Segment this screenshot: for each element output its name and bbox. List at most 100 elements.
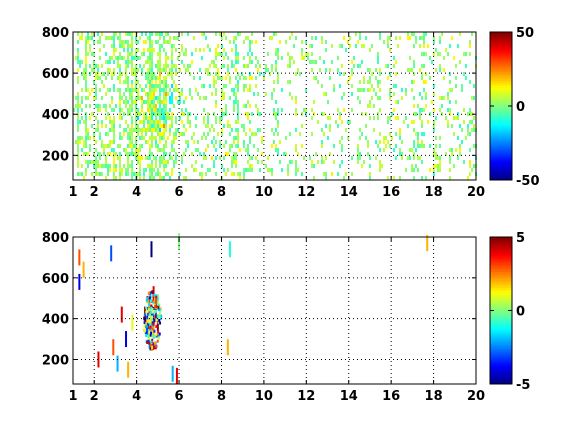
heatmap-cell bbox=[149, 168, 151, 172]
heatmap-cell bbox=[119, 164, 121, 168]
axes-frame bbox=[72, 31, 477, 181]
heatmap-cell bbox=[231, 60, 233, 64]
heatmap-cell bbox=[131, 92, 133, 96]
heatmap-cell bbox=[189, 72, 191, 76]
heatmap-cell bbox=[351, 68, 353, 72]
heatmap-cell bbox=[171, 116, 173, 120]
heatmap-cell bbox=[369, 68, 371, 72]
heatmap-cell bbox=[319, 68, 321, 72]
heatmap-cell bbox=[359, 100, 361, 104]
colorbar-segment bbox=[490, 156, 512, 160]
heatmap-cells bbox=[78, 233, 429, 384]
colorbar-segment bbox=[490, 143, 512, 146]
heatmap-cell bbox=[169, 72, 171, 76]
heatmap-cell bbox=[233, 104, 235, 108]
heatmap-cell bbox=[129, 52, 131, 56]
heatmap-cell bbox=[233, 136, 235, 140]
heatmap-cell bbox=[119, 152, 121, 156]
heatmap-cell bbox=[235, 92, 237, 96]
heatmap-cell bbox=[217, 68, 219, 72]
heatmap-cell bbox=[433, 120, 435, 124]
heatmap-cell bbox=[173, 80, 175, 84]
heatmap-cell bbox=[119, 112, 121, 116]
heatmap-cell bbox=[423, 40, 425, 44]
heatmap-cell bbox=[171, 124, 173, 128]
heatmap-cell bbox=[111, 124, 113, 128]
heatmap-cell bbox=[165, 120, 167, 124]
heatmap-cell bbox=[95, 76, 97, 80]
heatmap-cell bbox=[255, 56, 257, 60]
heatmap-cell bbox=[467, 132, 469, 136]
colorbar-segment bbox=[490, 292, 512, 295]
heatmap-cell bbox=[215, 120, 217, 124]
heatmap-cell bbox=[177, 88, 179, 92]
heatmap-cell bbox=[193, 168, 195, 172]
heatmap-cell bbox=[247, 36, 249, 40]
heatmap-cell bbox=[101, 172, 103, 176]
heatmap-cell bbox=[329, 152, 331, 156]
heatmap-cell bbox=[367, 104, 369, 108]
heatmap-cell bbox=[145, 92, 147, 96]
heatmap-cell bbox=[161, 148, 163, 152]
heatmap-cells bbox=[73, 32, 477, 180]
heatmap-cell bbox=[463, 108, 465, 112]
heatmap-cell bbox=[223, 64, 225, 68]
heatmap-cell bbox=[107, 68, 109, 72]
heatmap-cell bbox=[97, 104, 99, 108]
colorbar-segment bbox=[490, 377, 512, 380]
heatmap-cell bbox=[153, 335, 156, 339]
heatmap-cell bbox=[369, 76, 371, 80]
heatmap-cell bbox=[81, 60, 83, 64]
heatmap-cell bbox=[165, 88, 167, 92]
heatmap-cell bbox=[417, 136, 419, 140]
heatmap-cell bbox=[227, 124, 229, 128]
heatmap-cell bbox=[155, 96, 157, 100]
heatmap-cell bbox=[119, 64, 121, 68]
heatmap-cell bbox=[149, 325, 152, 329]
colorbar-segment bbox=[490, 310, 512, 314]
heatmap-cell bbox=[113, 164, 115, 168]
heatmap-cell bbox=[313, 76, 315, 80]
heatmap-cell bbox=[233, 172, 235, 176]
heatmap-cell bbox=[107, 172, 109, 176]
heatmap-cell bbox=[419, 108, 421, 112]
heatmap-cell bbox=[143, 124, 145, 128]
heatmap-cell bbox=[393, 108, 395, 112]
heatmap-cell bbox=[95, 156, 97, 160]
heatmap-cell bbox=[349, 120, 351, 124]
heatmap-cell bbox=[415, 148, 417, 152]
heatmap-cell bbox=[237, 136, 239, 140]
x-tick-label: 6 bbox=[175, 185, 184, 200]
heatmap-cell bbox=[263, 76, 265, 80]
heatmap-cell bbox=[85, 60, 87, 64]
heatmap-cell bbox=[375, 156, 377, 160]
heatmap-cell bbox=[159, 108, 161, 112]
colorbar-segment bbox=[490, 264, 512, 268]
heatmap-cell bbox=[411, 148, 413, 152]
heatmap-cell bbox=[171, 100, 173, 104]
heatmap-cell bbox=[151, 340, 154, 344]
heatmap-cell bbox=[157, 336, 160, 340]
heatmap-cell bbox=[471, 96, 473, 100]
heatmap-cell bbox=[87, 40, 89, 44]
heatmap-cell bbox=[433, 36, 435, 40]
heatmap-cell bbox=[413, 176, 415, 180]
heatmap-cell bbox=[105, 124, 107, 128]
heatmap-cell bbox=[419, 92, 421, 96]
heatmap-cell bbox=[231, 164, 233, 168]
heatmap-cell bbox=[357, 64, 359, 68]
heatmap-cell bbox=[155, 84, 157, 88]
heatmap-cell bbox=[127, 52, 129, 56]
heatmap-cell bbox=[235, 100, 237, 104]
heatmap-cell bbox=[291, 96, 293, 100]
heatmap-cell bbox=[97, 124, 99, 128]
heatmap-cell bbox=[223, 48, 225, 52]
heatmap-cell bbox=[435, 68, 437, 72]
heatmap-cell bbox=[231, 48, 233, 52]
heatmap-cell bbox=[83, 176, 85, 180]
heatmap-cell bbox=[379, 80, 381, 84]
heatmap-cell bbox=[247, 112, 249, 116]
heatmap-cell bbox=[221, 128, 223, 132]
heatmap-cell bbox=[313, 60, 315, 64]
heatmap-cell bbox=[183, 64, 185, 68]
